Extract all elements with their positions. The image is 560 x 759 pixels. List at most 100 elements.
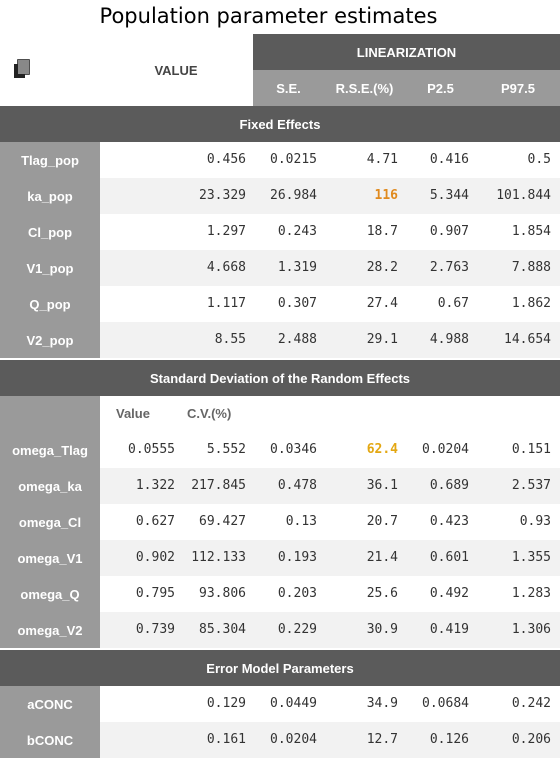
cv-cell: 5.552: [206, 442, 246, 457]
value-cell: 4.668: [206, 260, 246, 275]
p25-cell: 0.0204: [422, 442, 469, 457]
rse-cell: 28.2: [366, 260, 398, 275]
copy-icon[interactable]: [12, 58, 32, 80]
rse-cell: 25.6: [366, 586, 398, 601]
p25-cell: 0.416: [429, 152, 469, 167]
row-cells: 0.627 69.427 0.13 20.7 0.423 0.93: [100, 504, 560, 540]
row-label: Cl_pop: [0, 214, 100, 250]
row-label: Tlag_pop: [0, 142, 100, 178]
table-row: omega_Tlag 0.0555 5.552 0.0346 62.4 0.0204 0.1…: [0, 432, 560, 468]
rse-cell: 12.7: [366, 732, 398, 747]
value-cell: 1.297: [206, 224, 246, 239]
table-row: aCONC 0.129 0.0449 34.9 0.0684 0.242: [0, 686, 560, 722]
row-label: omega_Cl: [0, 504, 100, 540]
se-cell: 0.203: [277, 586, 317, 601]
p25-cell: 0.67: [437, 296, 469, 311]
se-cell: 0.478: [277, 478, 317, 493]
rse-cell: 27.4: [366, 296, 398, 311]
p975-cell: 7.888: [511, 260, 551, 275]
se-cell: 0.243: [277, 224, 317, 239]
value-column-header: VALUE: [154, 62, 198, 78]
p975-cell: 1.862: [511, 296, 551, 311]
p25-cell: 0.126: [429, 732, 469, 747]
row-label: omega_V1: [0, 540, 100, 576]
rse-cell: 34.9: [366, 696, 398, 711]
p975-cell: 1.306: [511, 622, 551, 637]
rse-cell: 18.7: [366, 224, 398, 239]
random-effects-subheader: Value C.V.(%): [0, 396, 560, 432]
se-cell: 0.0346: [270, 442, 317, 457]
linearization-subheader: S.E. R.S.E.(%) P2.5 P97.5: [253, 70, 560, 106]
p25-cell: 0.601: [429, 550, 469, 565]
p25-column-header: P2.5: [427, 80, 454, 96]
row-label: V2_pop: [0, 322, 100, 358]
cv-cell: 217.845: [191, 478, 246, 493]
row-cells: 0.161 0.0204 12.7 0.126 0.206: [100, 722, 560, 758]
p25-cell: 4.988: [429, 332, 469, 347]
table-row: V2_pop 8.55 2.488 29.1 4.988 14.654: [0, 322, 560, 358]
table-row: omega_ka 1.322 217.845 0.478 36.1 0.689 2.537: [0, 468, 560, 504]
se-cell: 1.319: [277, 260, 317, 275]
table-row: V1_pop 4.668 1.319 28.2 2.763 7.888: [0, 250, 560, 286]
row-cells: 0.902 112.133 0.193 21.4 0.601 1.355: [100, 540, 560, 576]
row-label: V1_pop: [0, 250, 100, 286]
linearization-header: LINEARIZATION: [253, 34, 560, 70]
row-label: omega_V2: [0, 612, 100, 648]
value-cell: 1.322: [135, 478, 175, 493]
p975-cell: 14.654: [504, 332, 551, 347]
rse-cell: 20.7: [366, 514, 398, 529]
rse-cell: 62.4: [366, 442, 398, 457]
p975-cell: 0.206: [511, 732, 551, 747]
p25-cell: 0.419: [429, 622, 469, 637]
row-cells: 1.297 0.243 18.7 0.907 1.854: [100, 214, 560, 250]
rse-cell: 4.71: [366, 152, 398, 167]
se-cell: 0.0204: [270, 732, 317, 747]
rse-cell: 30.9: [366, 622, 398, 637]
row-label: ka_pop: [0, 178, 100, 214]
cv-cell: 69.427: [199, 514, 246, 529]
row-cells: 0.795 93.806 0.203 25.6 0.492 1.283: [100, 576, 560, 612]
error-model-section: Error Model Parameters: [0, 650, 560, 686]
se-cell: 26.984: [270, 188, 317, 203]
cv-cell: 85.304: [199, 622, 246, 637]
p25-cell: 0.907: [429, 224, 469, 239]
se-cell: 0.0215: [270, 152, 317, 167]
row-cells: 0.129 0.0449 34.9 0.0684 0.242: [100, 686, 560, 722]
p975-cell: 0.242: [511, 696, 551, 711]
row-cells: 0.456 0.0215 4.71 0.416 0.5: [100, 142, 560, 178]
row-cells: 4.668 1.319 28.2 2.763 7.888: [100, 250, 560, 286]
p975-cell: 1.854: [511, 224, 551, 239]
table-row: ka_pop 23.329 26.984 116 5.344 101.844: [0, 178, 560, 214]
rse-cell: 29.1: [366, 332, 398, 347]
value-cell: 8.55: [214, 332, 246, 347]
row-cells: 0.0555 5.552 0.0346 62.4 0.0204 0.151: [100, 432, 560, 468]
random-value-header: Value: [116, 406, 150, 421]
se-cell: 0.307: [277, 296, 317, 311]
se-cell: 0.229: [277, 622, 317, 637]
value-cell: 1.117: [206, 296, 246, 311]
row-label: bCONC: [0, 722, 100, 758]
value-cell: 0.795: [135, 586, 175, 601]
table-row: Q_pop 1.117 0.307 27.4 0.67 1.862: [0, 286, 560, 322]
row-cells: 23.329 26.984 116 5.344 101.844: [100, 178, 560, 214]
table-row: omega_Cl 0.627 69.427 0.13 20.7 0.423 0.93: [0, 504, 560, 540]
se-column-header: S.E.: [276, 80, 301, 96]
table-row: bCONC 0.161 0.0204 12.7 0.126 0.206: [0, 722, 560, 758]
table-row: Tlag_pop 0.456 0.0215 4.71 0.416 0.5: [0, 142, 560, 178]
value-cell: 0.129: [206, 696, 246, 711]
table-row: Cl_pop 1.297 0.243 18.7 0.907 1.854: [0, 214, 560, 250]
row-label: omega_Tlag: [0, 432, 100, 468]
row-cells: 1.117 0.307 27.4 0.67 1.862: [100, 286, 560, 322]
p25-cell: 0.423: [429, 514, 469, 529]
p975-cell: 101.844: [496, 188, 551, 203]
p975-column-header: P97.5: [501, 80, 535, 96]
value-cell: 0.627: [135, 514, 175, 529]
fixed-effects-section: Fixed Effects: [0, 106, 560, 142]
random-cv-header: C.V.(%): [187, 406, 232, 421]
row-label: aCONC: [0, 686, 100, 722]
se-cell: 0.193: [277, 550, 317, 565]
rse-column-header: R.S.E.(%): [335, 80, 394, 96]
value-cell: 0.456: [206, 152, 246, 167]
table-row: omega_Q 0.795 93.806 0.203 25.6 0.492 1.283: [0, 576, 560, 612]
p975-cell: 0.151: [511, 442, 551, 457]
